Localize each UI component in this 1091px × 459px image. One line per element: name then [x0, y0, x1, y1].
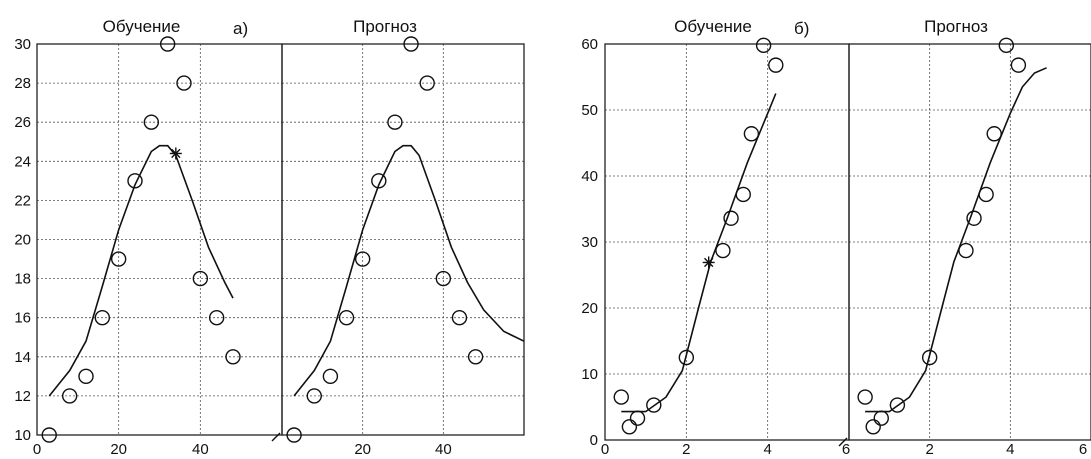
y-tick-label: 20 — [581, 300, 598, 317]
series-curve — [48, 144, 234, 397]
data-point — [159, 36, 176, 52]
panel-title: Обучение — [103, 17, 181, 36]
data-point — [419, 75, 435, 91]
x-tick-label: 20 — [354, 441, 371, 458]
data-point — [621, 419, 638, 435]
data-point — [966, 210, 982, 226]
data-point — [354, 251, 371, 267]
data-point — [735, 186, 751, 203]
data-point — [865, 419, 881, 435]
data-point — [678, 349, 695, 366]
x-tick-label: 40 — [192, 441, 209, 458]
data-point — [1010, 57, 1027, 73]
data-point — [176, 75, 192, 91]
panel-title: Обучение — [674, 17, 752, 36]
star-marker — [704, 257, 714, 268]
x-tick-label: 40 — [435, 441, 452, 458]
y-tick-label: 40 — [581, 168, 598, 185]
y-tick-label: 16 — [14, 310, 31, 327]
data-point — [127, 173, 143, 189]
data-point — [986, 126, 1002, 142]
y-tick-label: 24 — [14, 153, 31, 170]
y-tick-label: 60 — [581, 36, 598, 53]
panel-title: Прогноз — [924, 17, 988, 36]
x-tick-label: 0 — [601, 441, 609, 458]
y-tick-label: 30 — [14, 36, 31, 53]
data-point — [755, 37, 772, 54]
y-tick-label: 12 — [14, 388, 31, 405]
data-point — [646, 397, 662, 413]
x-tick-label: 6 — [1079, 441, 1087, 458]
data-point — [958, 242, 974, 259]
x-tick-label: 4 — [763, 441, 771, 458]
x-tick-label: 2 — [925, 441, 933, 458]
data-point — [723, 210, 739, 226]
data-point — [387, 114, 403, 130]
data-point — [857, 389, 873, 405]
y-tick-label: 26 — [14, 114, 31, 131]
data-point — [371, 173, 387, 189]
data-point — [435, 270, 452, 287]
axis-break-mark — [838, 437, 848, 447]
star-marker — [171, 148, 181, 159]
data-point — [873, 410, 889, 426]
y-tick-label: 20 — [14, 232, 31, 249]
data-point — [451, 310, 468, 326]
panel-frame — [848, 43, 1091, 441]
data-point — [613, 389, 629, 405]
data-point — [41, 427, 57, 443]
x-tick-label: 2 — [682, 441, 690, 458]
data-point — [286, 427, 302, 443]
data-point — [94, 310, 111, 326]
data-point — [889, 397, 906, 413]
data-point — [61, 388, 78, 404]
series-curve — [865, 67, 1047, 413]
y-tick-label: 18 — [14, 271, 31, 288]
y-tick-label: 14 — [14, 349, 31, 366]
x-tick-label: 20 — [110, 441, 127, 458]
y-tick-label: 22 — [14, 192, 31, 209]
y-tick-label: 28 — [14, 75, 31, 92]
data-point — [403, 36, 419, 52]
figure-label: б) — [794, 19, 809, 38]
data-point — [192, 270, 209, 287]
data-point — [225, 349, 241, 365]
data-point — [921, 349, 938, 366]
data-point — [306, 388, 322, 404]
data-point — [978, 186, 994, 203]
x-tick-label: 4 — [1006, 441, 1014, 458]
x-tick-label: 6 — [842, 441, 850, 458]
data-point — [78, 368, 94, 385]
data-point — [629, 410, 646, 426]
series-curve — [293, 144, 525, 397]
data-point — [338, 310, 355, 326]
y-tick-label: 50 — [581, 102, 598, 119]
data-point — [998, 37, 1014, 54]
data-point — [143, 114, 160, 130]
data-point — [467, 349, 484, 365]
data-point — [743, 126, 760, 142]
x-tick-label: 0 — [33, 441, 41, 458]
y-tick-label: 0 — [590, 432, 598, 449]
panel-frame — [281, 43, 525, 436]
data-point — [768, 57, 784, 73]
y-tick-label: 10 — [581, 366, 598, 383]
y-tick-label: 30 — [581, 234, 598, 251]
data-point — [110, 251, 127, 267]
data-point — [322, 368, 339, 385]
data-point — [715, 242, 731, 259]
y-tick-label: 10 — [14, 427, 31, 444]
panel-title: Прогноз — [353, 17, 417, 36]
figure-label: а) — [233, 19, 248, 38]
axis-break-mark — [271, 432, 281, 442]
data-point — [208, 310, 225, 326]
